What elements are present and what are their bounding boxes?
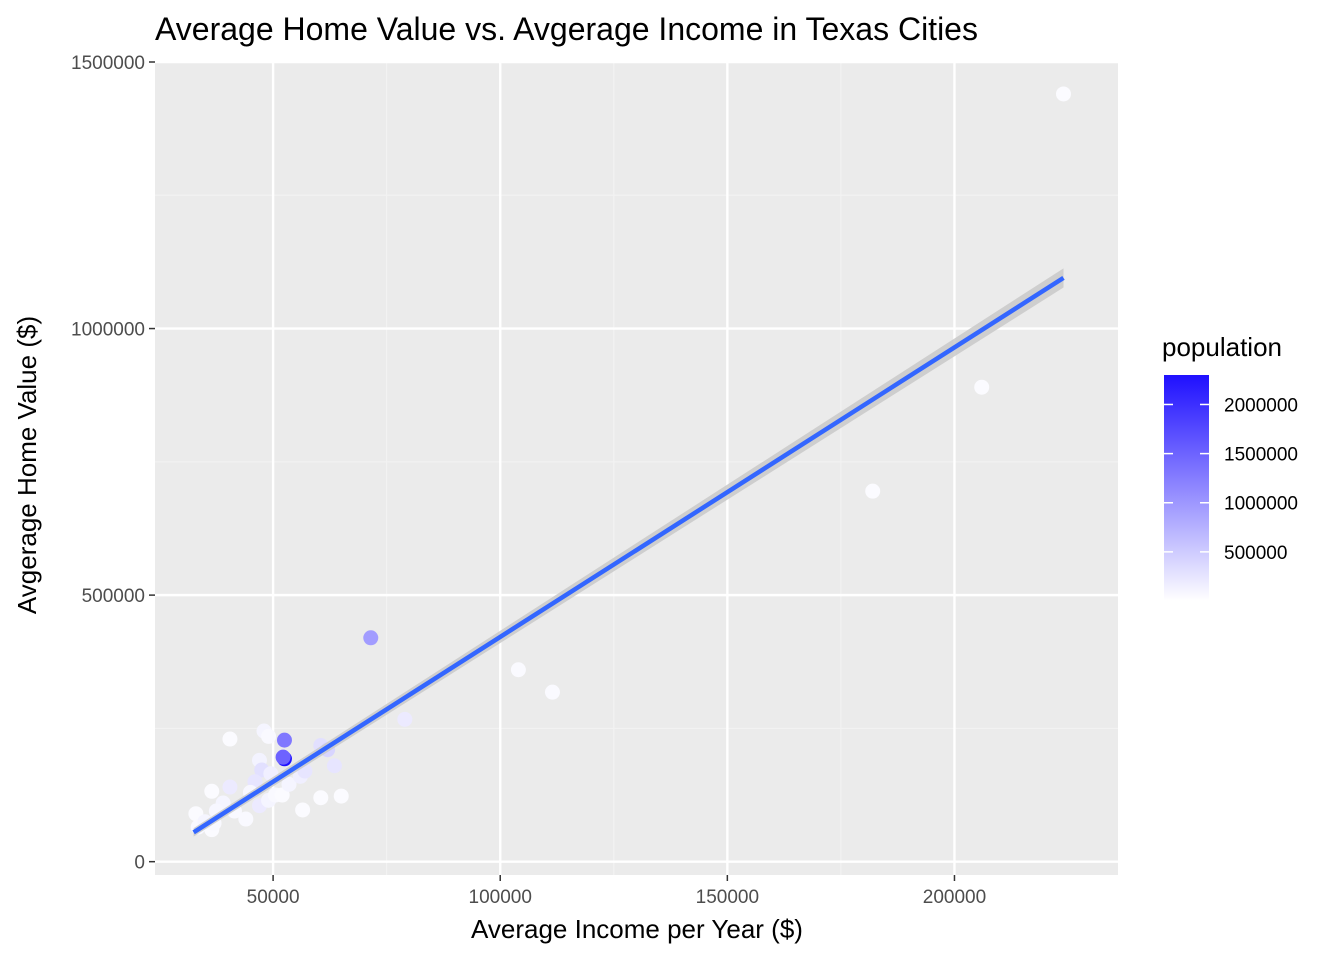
data-point xyxy=(397,711,413,727)
data-point xyxy=(222,779,238,795)
legend: population 500000 1000000 1500000 2000000 xyxy=(1162,332,1298,601)
data-point xyxy=(333,788,349,804)
legend-title: population xyxy=(1162,332,1282,362)
data-point xyxy=(275,749,291,765)
data-point xyxy=(222,731,238,747)
minor-gridlines xyxy=(155,62,1118,875)
data-point xyxy=(865,483,881,499)
legend-ticks: 500000 1000000 1500000 2000000 xyxy=(1164,395,1298,564)
axes-layer: 50000 100000 150000 200000 0 500000 1000000 150… xyxy=(71,53,986,908)
data-point xyxy=(326,758,342,774)
y-tick-label: 500000 xyxy=(82,586,145,607)
y-tick-label: 1000000 xyxy=(71,320,145,341)
data-point xyxy=(295,802,311,818)
data-point xyxy=(974,379,990,395)
y-axis-title: Avgerage Home Value ($) xyxy=(12,316,42,614)
fit-line-layer xyxy=(192,268,1065,837)
x-tick-label: 50000 xyxy=(247,887,300,908)
data-point xyxy=(544,684,560,700)
y-tick-label: 1500000 xyxy=(71,53,145,74)
legend-colorbar xyxy=(1164,375,1209,601)
major-gridlines xyxy=(155,60,1118,875)
x-tick-label: 100000 xyxy=(469,887,532,908)
data-point xyxy=(1055,86,1071,102)
legend-tick-label: 2000000 xyxy=(1224,395,1298,416)
data-point xyxy=(510,662,526,678)
data-point xyxy=(261,728,277,744)
regression-line xyxy=(192,276,1065,835)
data-point xyxy=(363,630,379,646)
legend-tick-label: 500000 xyxy=(1224,543,1287,564)
data-point xyxy=(313,790,329,806)
data-point xyxy=(276,732,292,748)
data-point xyxy=(238,811,254,827)
chart-title: Average Home Value vs. Avgerage Income i… xyxy=(155,11,978,47)
plot-panel xyxy=(155,62,1118,875)
x-tick-label: 200000 xyxy=(923,887,986,908)
legend-tick-label: 1500000 xyxy=(1224,445,1298,466)
data-point xyxy=(281,776,297,792)
x-axis-title: Average Income per Year ($) xyxy=(471,914,803,944)
data-point xyxy=(274,787,290,803)
legend-tick-label: 1000000 xyxy=(1224,494,1298,515)
y-tick-label: 0 xyxy=(134,853,145,874)
data-point xyxy=(204,783,220,799)
x-tick-label: 150000 xyxy=(696,887,759,908)
